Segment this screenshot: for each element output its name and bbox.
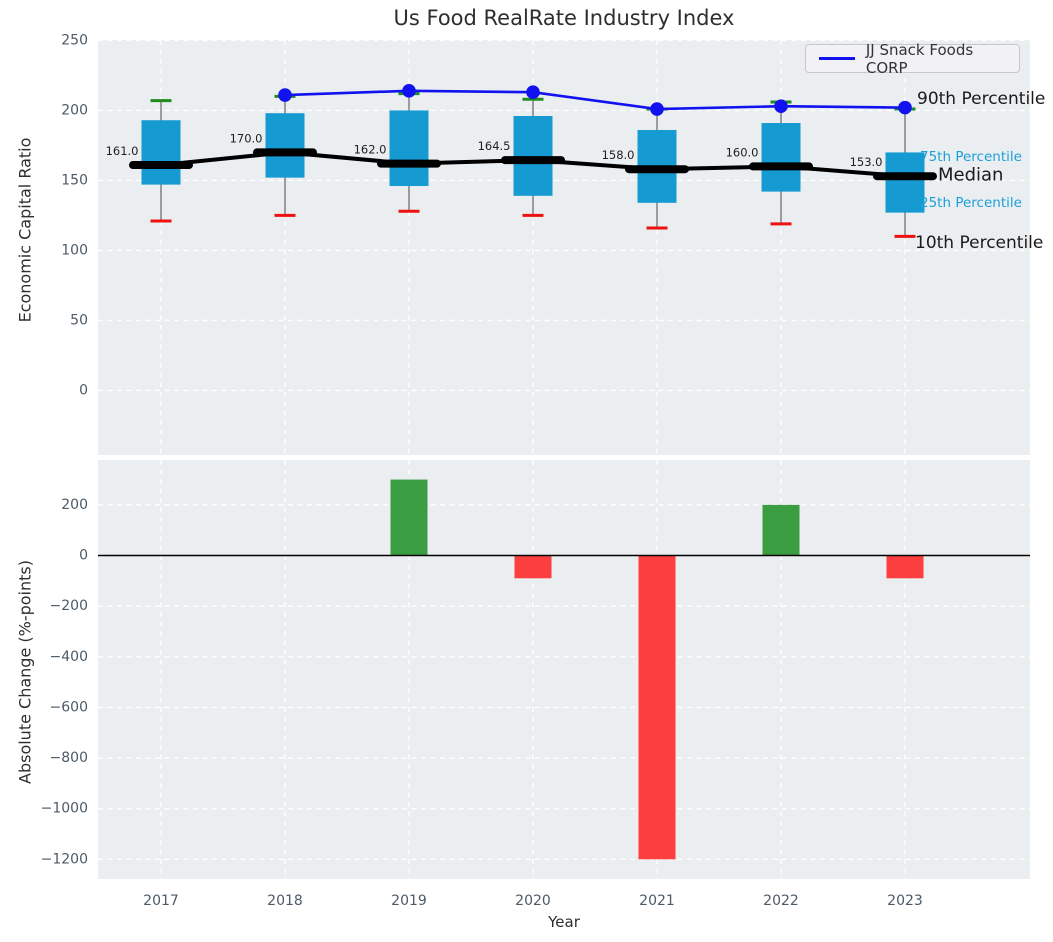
bottom-y-tick-label: −800	[50, 750, 88, 766]
bottom-y-tick-label: −1200	[41, 851, 88, 867]
company-point-2021	[650, 102, 664, 116]
annotation-25th-percentile: 25th Percentile	[920, 195, 1022, 211]
x-tick-label: 2023	[887, 893, 923, 909]
company-point-2023	[898, 100, 912, 115]
bottom-y-tick-label: −200	[50, 598, 88, 614]
company-line	[284, 89, 906, 111]
top-y-tick-label: 250	[61, 32, 88, 48]
change-bar-2023	[886, 555, 924, 579]
median-value-label-2023: 153.0	[850, 155, 883, 169]
legend-series-label: JJ Snack Foods CORP	[865, 40, 974, 77]
median-value-label-2022: 160.0	[726, 145, 759, 159]
box-2020	[513, 116, 553, 196]
legend-line-sample	[819, 57, 855, 60]
x-tick-label: 2019	[391, 893, 427, 909]
top-y-tick-label: 100	[61, 242, 88, 258]
box-2019	[389, 110, 429, 187]
top-y-tick-label: 200	[61, 102, 88, 118]
top-panel-background	[98, 40, 1030, 455]
change-bar-2020	[514, 555, 552, 579]
box-2022	[761, 123, 801, 192]
change-bar-2021	[638, 555, 676, 860]
median-value-label-2021: 158.0	[602, 148, 635, 162]
top-y-tick-label: 0	[79, 382, 88, 398]
median-value-label-2019: 162.0	[354, 143, 387, 157]
bottom-y-tick-label: −600	[50, 699, 88, 715]
company-point-2020	[526, 85, 540, 100]
change-bar-2022	[762, 504, 800, 556]
box-2018	[265, 113, 305, 178]
bottom-y-tick-label: −400	[50, 649, 88, 665]
median-value-label-2018: 170.0	[230, 131, 263, 145]
bottom-y-axis-label: Absolute Change (%-points)	[15, 560, 35, 784]
box-2017	[141, 120, 181, 185]
annotation-10th-percentile: 10th Percentile	[915, 233, 1044, 253]
company-point-2018	[278, 88, 292, 102]
top-y-tick-label: 150	[61, 172, 88, 188]
box-2023	[885, 152, 925, 213]
x-tick-label: 2022	[763, 893, 799, 909]
median-value-label-2020: 164.5	[478, 139, 511, 153]
x-tick-label: 2021	[639, 893, 675, 909]
company-point-2022	[774, 99, 788, 114]
bottom-y-tick-label: 0	[79, 548, 88, 564]
company-point-2019	[402, 84, 416, 98]
median-value-label-2017: 161.0	[106, 144, 139, 158]
top-y-tick-label: 50	[70, 312, 88, 328]
top-y-axis-label: Economic Capital Ratio	[15, 137, 35, 323]
x-tick-label: 2020	[515, 893, 551, 909]
bottom-y-tick-label: 200	[61, 497, 88, 513]
x-tick-label: 2017	[143, 893, 179, 909]
x-axis-label: Year	[548, 913, 580, 931]
bottom-y-tick-label: −1000	[41, 801, 88, 817]
legend-box: JJ Snack Foods CORP	[805, 41, 1020, 77]
annotation-median: Median	[938, 164, 1004, 186]
x-tick-label: 2018	[267, 893, 303, 909]
annotation-90th-percentile: 90th Percentile	[917, 89, 1046, 109]
chart-title: Us Food RealRate Industry Index	[393, 6, 735, 30]
change-bar-2019	[390, 479, 428, 556]
annotation-75th-percentile: 75th Percentile	[920, 149, 1022, 165]
bottom-panel-background	[98, 460, 1030, 879]
